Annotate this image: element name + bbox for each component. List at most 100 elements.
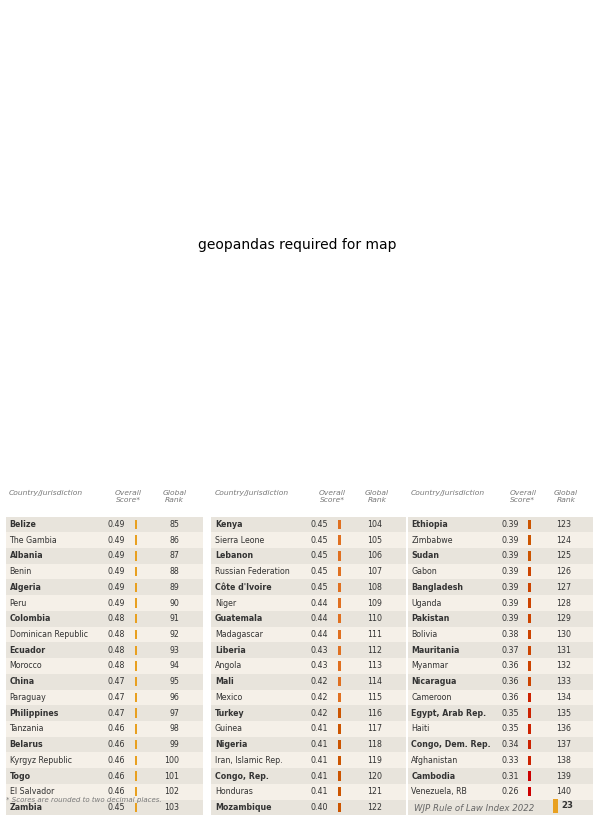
- Text: 23: 23: [562, 801, 574, 810]
- Text: 98: 98: [170, 725, 179, 734]
- Text: Russian Federation: Russian Federation: [215, 567, 290, 576]
- FancyBboxPatch shape: [338, 803, 341, 812]
- FancyBboxPatch shape: [134, 787, 137, 796]
- FancyBboxPatch shape: [338, 535, 341, 545]
- Text: 115: 115: [367, 693, 382, 702]
- FancyBboxPatch shape: [6, 579, 203, 595]
- FancyBboxPatch shape: [528, 740, 531, 749]
- Text: Ethiopia: Ethiopia: [411, 520, 448, 529]
- FancyBboxPatch shape: [553, 800, 558, 813]
- Text: 0.49: 0.49: [107, 552, 124, 561]
- Text: 0.43: 0.43: [311, 662, 328, 671]
- Text: 0.36: 0.36: [502, 677, 519, 686]
- FancyBboxPatch shape: [6, 752, 203, 768]
- FancyBboxPatch shape: [528, 583, 531, 592]
- Text: 129: 129: [556, 614, 571, 623]
- Text: 124: 124: [556, 535, 571, 544]
- Text: 128: 128: [556, 599, 571, 608]
- FancyBboxPatch shape: [408, 784, 593, 800]
- FancyBboxPatch shape: [134, 677, 137, 686]
- FancyBboxPatch shape: [338, 567, 341, 576]
- FancyBboxPatch shape: [528, 708, 531, 718]
- Text: 0.37: 0.37: [502, 645, 519, 654]
- Text: Madagascar: Madagascar: [215, 630, 262, 639]
- Text: 0.45: 0.45: [311, 552, 328, 561]
- Text: 0.46: 0.46: [107, 740, 124, 749]
- FancyBboxPatch shape: [211, 690, 406, 705]
- Text: 0.47: 0.47: [107, 693, 124, 702]
- Text: 0.41: 0.41: [311, 725, 328, 734]
- FancyBboxPatch shape: [6, 737, 203, 752]
- Text: Global
Rank: Global Rank: [554, 490, 578, 503]
- Text: 91: 91: [170, 614, 179, 623]
- Text: Niger: Niger: [215, 599, 236, 608]
- FancyBboxPatch shape: [338, 740, 341, 749]
- FancyBboxPatch shape: [211, 658, 406, 674]
- Text: 0.38: 0.38: [502, 630, 519, 639]
- Text: 117: 117: [367, 725, 382, 734]
- Text: Overall
Score*: Overall Score*: [115, 490, 142, 503]
- FancyBboxPatch shape: [338, 630, 341, 639]
- FancyBboxPatch shape: [408, 579, 593, 595]
- FancyBboxPatch shape: [528, 520, 531, 529]
- FancyBboxPatch shape: [211, 564, 406, 579]
- Text: Mexico: Mexico: [215, 693, 242, 702]
- FancyBboxPatch shape: [211, 752, 406, 768]
- FancyBboxPatch shape: [408, 642, 593, 658]
- FancyBboxPatch shape: [134, 661, 137, 671]
- FancyBboxPatch shape: [134, 630, 137, 639]
- Text: Nicaragua: Nicaragua: [411, 677, 456, 686]
- FancyBboxPatch shape: [528, 567, 531, 576]
- Text: 112: 112: [367, 645, 382, 654]
- Text: 0.49: 0.49: [107, 535, 124, 544]
- FancyBboxPatch shape: [134, 771, 137, 781]
- Text: 0.33: 0.33: [502, 756, 519, 765]
- Text: Congo, Dem. Rep.: Congo, Dem. Rep.: [411, 740, 491, 749]
- FancyBboxPatch shape: [338, 614, 341, 623]
- FancyBboxPatch shape: [408, 517, 593, 532]
- Text: 0.46: 0.46: [107, 787, 124, 796]
- Text: 0.34: 0.34: [502, 740, 519, 749]
- Text: Kyrgyz Republic: Kyrgyz Republic: [10, 756, 71, 765]
- Text: 0.46: 0.46: [107, 725, 124, 734]
- FancyBboxPatch shape: [338, 693, 341, 702]
- Text: 0.42: 0.42: [311, 677, 328, 686]
- FancyBboxPatch shape: [528, 693, 531, 702]
- FancyBboxPatch shape: [528, 598, 531, 608]
- Text: 113: 113: [367, 662, 382, 671]
- Text: Bangladesh: Bangladesh: [411, 583, 463, 592]
- Text: 126: 126: [556, 567, 571, 576]
- Text: 108: 108: [367, 583, 382, 592]
- FancyBboxPatch shape: [338, 724, 341, 734]
- Text: 132: 132: [556, 662, 571, 671]
- Text: Côte d'Ivoire: Côte d'Ivoire: [215, 583, 271, 592]
- Text: 0.40: 0.40: [311, 803, 328, 812]
- Text: Lebanon: Lebanon: [215, 552, 253, 561]
- FancyBboxPatch shape: [6, 564, 203, 579]
- Text: 0.39: 0.39: [502, 552, 519, 561]
- Text: 122: 122: [367, 803, 382, 812]
- Text: 92: 92: [170, 630, 179, 639]
- Text: Guatemala: Guatemala: [215, 614, 263, 623]
- Text: 0.49: 0.49: [107, 567, 124, 576]
- Text: Global
Rank: Global Rank: [365, 490, 389, 503]
- Text: 0.48: 0.48: [107, 614, 124, 623]
- Text: geopandas required for map: geopandas required for map: [198, 237, 397, 252]
- Text: Cambodia: Cambodia: [411, 771, 455, 781]
- Text: Egypt, Arab Rep.: Egypt, Arab Rep.: [411, 708, 486, 717]
- Text: 88: 88: [170, 567, 179, 576]
- Text: Liberia: Liberia: [215, 645, 246, 654]
- FancyBboxPatch shape: [6, 800, 203, 815]
- FancyBboxPatch shape: [338, 520, 341, 529]
- FancyBboxPatch shape: [338, 677, 341, 686]
- FancyBboxPatch shape: [6, 768, 203, 784]
- FancyBboxPatch shape: [338, 551, 341, 561]
- Text: Pakistan: Pakistan: [411, 614, 449, 623]
- Text: Country/Jurisdiction: Country/Jurisdiction: [411, 490, 485, 496]
- FancyBboxPatch shape: [408, 564, 593, 579]
- FancyBboxPatch shape: [6, 548, 203, 564]
- FancyBboxPatch shape: [338, 771, 341, 781]
- FancyBboxPatch shape: [408, 658, 593, 674]
- Text: Myanmar: Myanmar: [411, 662, 448, 671]
- Text: 0.26: 0.26: [502, 787, 519, 796]
